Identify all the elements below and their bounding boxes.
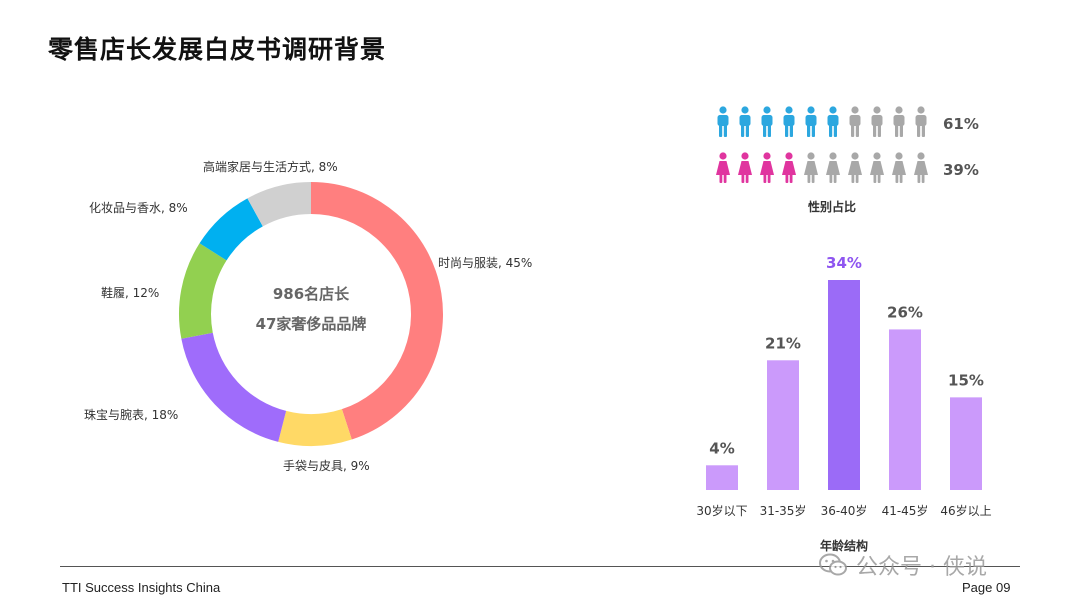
male-person-icon — [805, 106, 817, 137]
page-title: 零售店长发展白皮书调研背景 — [48, 35, 387, 64]
age-bar — [950, 397, 982, 490]
male-person-icon — [915, 106, 927, 137]
female-person-icon — [848, 152, 862, 183]
donut-slice — [311, 182, 444, 440]
x-tick-label: 31-35岁 — [760, 503, 807, 518]
slice-label: 手袋与皮具, 9% — [283, 459, 370, 473]
donut-chart: 时尚与服装, 45% 手袋与皮具, 9% 珠宝与腕表, 18% 鞋履, 12% 化妆品与… — [84, 159, 532, 473]
slice-label: 时尚与服装, 45% — [438, 256, 532, 270]
slice-label: 化妆品与香水, 8% — [89, 201, 188, 215]
x-axis-label: 年龄结构 — [820, 538, 868, 553]
donut-slice — [179, 243, 227, 339]
footer-divider — [60, 566, 1020, 567]
donut-slice — [247, 182, 311, 227]
male-person-icon — [783, 106, 795, 137]
slice-label: 珠宝与腕表, 18% — [84, 407, 178, 422]
gender-percent-label: 39% — [943, 161, 979, 179]
donut-slice — [199, 198, 263, 261]
bar-value-label: 4% — [709, 439, 734, 457]
age-bar — [767, 360, 799, 490]
donut-center-text: 986名店长 — [273, 285, 350, 303]
age-bar — [828, 280, 860, 490]
x-tick-label: 41-45岁 — [882, 503, 929, 518]
footer-page-number: Page 09 — [962, 580, 1011, 595]
age-bar — [889, 329, 921, 490]
age-bar-chart: 4% 30岁以下 21% 31-35岁 34% 36-40岁 26% 41-45岁 15% 46岁… — [696, 254, 991, 553]
bar-value-label: 26% — [887, 303, 923, 321]
x-tick-label: 36-40岁 — [821, 503, 868, 518]
x-tick-label: 30岁以下 — [696, 503, 747, 518]
footer-company: TTI Success Insights China — [62, 580, 221, 595]
age-bar — [706, 465, 738, 490]
bar-value-label: 21% — [765, 334, 801, 352]
gender-percent-label: 61% — [943, 115, 979, 133]
slice-label: 鞋履, 12% — [101, 285, 159, 300]
female-person-icon — [826, 152, 840, 183]
wechat-icon — [819, 553, 847, 576]
slice-label: 高端家居与生活方式, 8% — [203, 159, 338, 174]
male-person-icon — [739, 106, 751, 137]
male-person-icon — [871, 106, 883, 137]
x-tick-label: 46岁以上 — [940, 503, 991, 518]
bar-value-label: 34% — [826, 254, 862, 272]
female-person-icon — [782, 152, 796, 183]
female-person-icon — [804, 152, 818, 183]
male-person-icon — [893, 106, 905, 137]
female-person-icon — [870, 152, 884, 183]
gender-icon-chart: 61% 39% 性别占比 — [716, 106, 979, 214]
male-person-icon — [717, 106, 729, 137]
watermark-text: 公众号 · 侠说 — [856, 555, 987, 580]
male-person-icon — [849, 106, 861, 137]
bar-value-label: 15% — [948, 371, 984, 389]
donut-slice — [181, 332, 287, 442]
female-person-icon — [716, 152, 730, 183]
female-person-icon — [914, 152, 928, 183]
female-person-icon — [760, 152, 774, 183]
female-person-icon — [738, 152, 752, 183]
male-person-icon — [761, 106, 773, 137]
gender-chart-caption: 性别占比 — [807, 199, 856, 214]
watermark: 公众号 · 侠说 — [818, 548, 987, 582]
male-person-icon — [827, 106, 839, 137]
female-person-icon — [892, 152, 906, 183]
donut-center-text: 47家奢侈品品牌 — [256, 315, 367, 333]
donut-slice — [278, 409, 352, 446]
